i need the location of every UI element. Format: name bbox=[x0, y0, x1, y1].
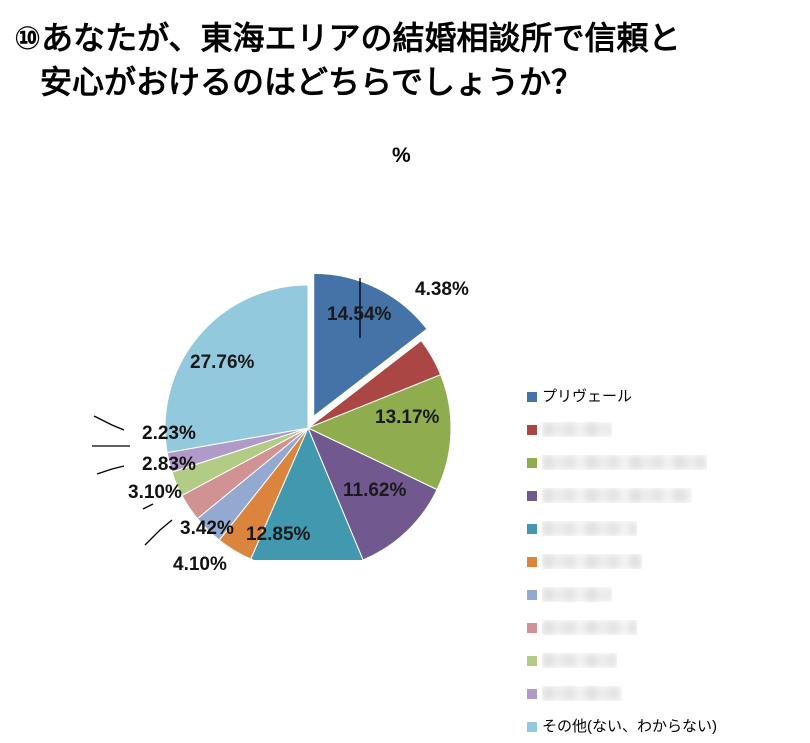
legend-item-label bbox=[542, 422, 612, 437]
legend-item[interactable] bbox=[527, 578, 797, 611]
pie-chart: % 14.54% 4.38% 13.17% 11.62% 12.85% 4.10… bbox=[0, 145, 810, 734]
legend-item[interactable] bbox=[527, 479, 797, 512]
slice-label-13-17: 13.17% bbox=[375, 407, 440, 428]
legend-color-swatch bbox=[527, 622, 537, 633]
legend-color-swatch bbox=[527, 589, 537, 600]
legend-label-redaction bbox=[542, 620, 637, 635]
pie-slice[interactable] bbox=[306, 374, 452, 491]
legend-color-swatch bbox=[527, 688, 537, 699]
legend-label-redaction bbox=[542, 488, 692, 503]
legend-item[interactable] bbox=[527, 512, 797, 545]
legend-item-label bbox=[542, 587, 612, 602]
legend-color-swatch bbox=[527, 424, 537, 435]
legend-item[interactable] bbox=[527, 446, 797, 479]
slice-label-3-42: 3.42% bbox=[180, 518, 234, 539]
pie-slice[interactable] bbox=[250, 426, 364, 560]
pie-slice[interactable] bbox=[164, 284, 309, 454]
slice-label-11-62: 11.62% bbox=[343, 480, 407, 501]
legend-item[interactable]: その他(ない、わからない) bbox=[527, 710, 797, 743]
slice-label-4-38: 4.38% bbox=[415, 279, 469, 300]
legend-item-label: プリヴェール bbox=[542, 388, 633, 405]
legend-label-redaction bbox=[542, 521, 637, 536]
legend-item-label bbox=[542, 488, 692, 503]
legend-label-redaction bbox=[542, 455, 707, 470]
legend-label-redaction bbox=[542, 587, 612, 602]
chart-legend: プリヴェールその他(ない、わからない) bbox=[527, 380, 797, 743]
leader-lines bbox=[92, 278, 361, 546]
legend-item-label bbox=[542, 686, 622, 701]
leader-line-3-10 bbox=[96, 465, 125, 475]
legend-item-label: その他(ない、わからない) bbox=[542, 718, 717, 735]
pie-slices bbox=[164, 272, 452, 560]
slice-label-2-83: 2.83% bbox=[142, 454, 196, 475]
legend-label-redaction bbox=[542, 554, 642, 569]
pie-slice[interactable] bbox=[313, 272, 428, 418]
pie-chart-graphic bbox=[92, 272, 452, 560]
slice-label-12-85: 12.85% bbox=[246, 524, 311, 545]
legend-label-redaction bbox=[542, 653, 617, 668]
legend-color-swatch bbox=[527, 523, 537, 534]
legend-item[interactable] bbox=[527, 545, 797, 578]
legend-item[interactable] bbox=[527, 677, 797, 710]
slice-label-3-10: 3.10% bbox=[128, 482, 182, 503]
legend-color-swatch bbox=[527, 457, 537, 468]
slice-label-2-23: 2.23% bbox=[142, 423, 196, 444]
leader-line-4-10 bbox=[144, 519, 173, 546]
page-title: ⑩あなたが、東海エリアの結婚相談所で信頼と 安心がおけるのはどちらでしょうか？ bbox=[14, 16, 804, 104]
legend-item[interactable]: プリヴェール bbox=[527, 380, 797, 413]
leader-line-3-42 bbox=[142, 503, 154, 510]
legend-color-swatch bbox=[527, 391, 537, 402]
legend-label-redaction bbox=[542, 422, 612, 437]
legend-item-label bbox=[542, 455, 707, 470]
legend-color-swatch bbox=[527, 556, 537, 567]
legend-color-swatch bbox=[527, 721, 537, 732]
slice-label-4-10: 4.10% bbox=[173, 554, 227, 575]
legend-item[interactable] bbox=[527, 644, 797, 677]
legend-item-label bbox=[542, 554, 642, 569]
leader-line-2-23 bbox=[93, 415, 125, 431]
page-title-line-1: ⑩あなたが、東海エリアの結婚相談所で信頼と bbox=[14, 20, 681, 56]
percent-axis-title: % bbox=[392, 144, 411, 167]
page-title-line-2: 安心がおけるのはどちらでしょうか？ bbox=[40, 64, 584, 100]
pie-slice[interactable] bbox=[307, 426, 438, 560]
legend-item[interactable] bbox=[527, 413, 797, 446]
legend-color-swatch bbox=[527, 490, 537, 501]
legend-item-label bbox=[542, 620, 637, 635]
legend-item[interactable] bbox=[527, 611, 797, 644]
slice-label-14-54: 14.54% bbox=[327, 304, 392, 325]
legend-label-redaction bbox=[542, 686, 622, 701]
legend-color-swatch bbox=[527, 655, 537, 666]
slice-label-27-76: 27.76% bbox=[190, 352, 255, 373]
legend-item-label bbox=[542, 521, 637, 536]
legend-item-label bbox=[542, 653, 617, 668]
